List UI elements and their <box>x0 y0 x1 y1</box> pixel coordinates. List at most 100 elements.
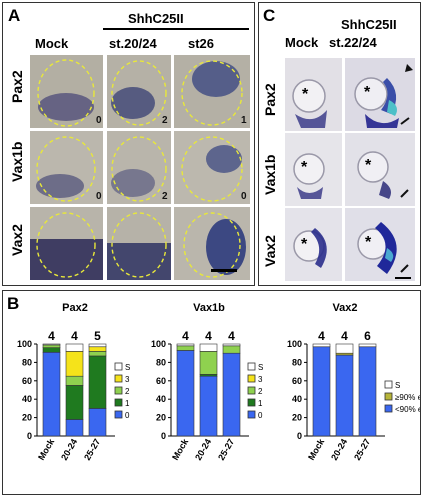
legend-swatch <box>114 398 123 407</box>
legend-label: 1 <box>258 399 263 408</box>
panel-a-count-pax2-st2024: 2 <box>162 115 168 126</box>
panel-c-star: * <box>365 234 372 251</box>
category-label: 25-27 <box>82 437 102 462</box>
chart-title: Pax2 <box>62 302 88 314</box>
n-label: 4 <box>71 329 78 343</box>
panel-b: B Pax2 0 20 40 60 80 100 4 Mock 4 20-24 5 25-27 S 3 2 1 0… <box>2 290 421 495</box>
panel-b-label: B <box>7 294 20 313</box>
legend-label: 2 <box>125 387 130 396</box>
panel-a-scale-bar <box>211 269 237 272</box>
bar-segment-S <box>88 343 107 348</box>
legend-label: 3 <box>125 375 130 384</box>
bar-segment-1 <box>65 385 84 420</box>
panel-c-star: * <box>302 86 309 103</box>
bar-segment-2 <box>199 351 218 375</box>
bar-segment-<90% eye <box>312 346 331 437</box>
panel-a-image-vax2-st2024 <box>107 207 171 280</box>
legend-label: 1 <box>125 399 130 408</box>
panel-a-row-vax1b: Vax1b <box>9 141 25 182</box>
n-label: 6 <box>364 329 371 343</box>
n-label: 4 <box>318 329 325 343</box>
panel-a-row-vax2: Vax2 <box>9 224 25 256</box>
panel-c-label: C <box>263 6 276 25</box>
panel-a-label: A <box>8 6 21 25</box>
category-label: Mock <box>36 436 57 462</box>
legend-swatch <box>247 362 256 371</box>
y-tick-label: 20 <box>22 413 32 423</box>
n-label: 4 <box>205 329 212 343</box>
n-label: 4 <box>182 329 189 343</box>
category-label: Mock <box>170 436 191 462</box>
legend-swatch <box>114 386 123 395</box>
panel-c-row-pax2: Pax2 <box>262 83 278 116</box>
panel-a-col-st2024: st.20/24 <box>109 36 157 51</box>
bar-segment-2 <box>222 345 241 354</box>
legend-label: S <box>125 363 130 372</box>
category-label: Mock <box>306 436 327 462</box>
panel-c-star: * <box>301 236 308 253</box>
bar-segment-S <box>176 343 195 347</box>
legend-label: S <box>258 363 263 372</box>
y-tick-label: 40 <box>22 394 32 404</box>
bar-segment-2 <box>42 344 61 348</box>
bar-segment-S <box>199 343 218 352</box>
legend-swatch <box>384 380 393 389</box>
panel-c-image-vax1b-mock: * <box>285 133 342 206</box>
legend-label: S <box>395 381 400 390</box>
category-label: 25-27 <box>216 437 236 462</box>
bar-segment-S <box>42 343 61 346</box>
y-tick-label: 60 <box>156 376 166 386</box>
legend-label: 3 <box>258 375 263 384</box>
bar-segment-S <box>65 343 84 352</box>
bar-segment-2 <box>176 345 195 351</box>
legend-swatch <box>247 374 256 383</box>
bar-segment-S <box>358 343 377 348</box>
panel-a-image-vax2-st26 <box>174 207 250 280</box>
panel-a-image-pax2-st2024 <box>107 55 171 128</box>
y-tick-label: 0 <box>161 431 166 441</box>
bar-segment-0 <box>65 419 84 437</box>
panel-a-image-vax1b-st26 <box>174 131 250 204</box>
panel-a-image-pax2-st26 <box>174 55 250 128</box>
bar-segment-S <box>335 343 354 354</box>
bar-segment-1 <box>88 355 107 409</box>
y-tick-label: 80 <box>156 357 166 367</box>
y-tick-label: 20 <box>292 413 302 423</box>
y-tick-label: 100 <box>151 339 166 349</box>
legend-swatch <box>114 410 123 419</box>
panel-a-image-vax2-mock <box>30 207 103 280</box>
panel-a-count-pax2-mock: 0 <box>96 115 102 126</box>
panel-a-image-vax1b-st2024 <box>107 131 171 204</box>
category-label: 25-27 <box>352 437 372 462</box>
bar-segment-0 <box>199 375 218 437</box>
n-label: 4 <box>228 329 235 343</box>
panel-c-image-vax1b-st2224: * <box>345 133 415 206</box>
panel-c-image-pax2-st2224: * <box>345 58 415 131</box>
chart-title: Vax2 <box>332 302 357 314</box>
bar-segment-<90% eye <box>358 346 377 437</box>
y-tick-label: 80 <box>292 357 302 367</box>
legend-swatch <box>384 392 393 401</box>
bar-segment-<90% eye <box>335 354 354 437</box>
category-label: 20-24 <box>329 437 349 462</box>
bar-segment-2 <box>88 351 107 357</box>
legend-swatch <box>384 404 393 413</box>
legend-swatch <box>114 374 123 383</box>
panel-c-row-vax2: Vax2 <box>262 235 278 267</box>
bar-segment-1 <box>42 347 61 353</box>
panel-c-header: ShhC25II <box>341 17 397 32</box>
panel-a-count-vax1b-st26: 0 <box>241 191 247 202</box>
panel-c-star: * <box>364 84 371 101</box>
legend-swatch <box>247 410 256 419</box>
panel-c: C ShhC25II Mock st.22/24 Pax2 Vax1b Vax2… <box>258 2 421 286</box>
panel-c-col-st2224: st.22/24 <box>329 35 377 50</box>
panel-a-header-rule <box>103 28 249 30</box>
panel-c-image-vax2-mock: * <box>285 208 342 281</box>
bar-segment-0 <box>88 408 107 437</box>
legend-label: ≥90% eye <box>395 393 420 402</box>
y-tick-label: 60 <box>22 376 32 386</box>
panel-a: A ShhC25II Mock st.20/24 st26 Pax2 Vax1b… <box>2 2 255 286</box>
panel-a-col-st26: st26 <box>188 36 215 51</box>
legend-swatch <box>247 398 256 407</box>
bar-segment-3 <box>65 351 84 377</box>
